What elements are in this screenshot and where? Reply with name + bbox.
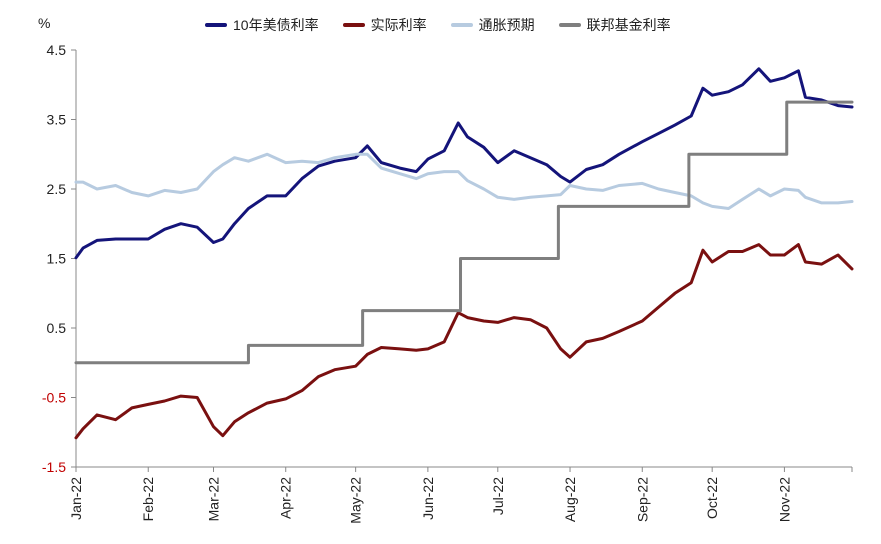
x-tick-label: Jun-22	[420, 477, 436, 520]
legend-item-inflation-expectation: 通胀预期	[450, 15, 535, 35]
x-tick-label: Jul-22	[490, 477, 506, 515]
x-tick-label: Nov-22	[776, 477, 792, 522]
legend-swatch-10y-treasury	[205, 23, 227, 27]
x-tick-label: May-22	[348, 477, 364, 524]
legend-label-fed-funds-rate: 联邦基金利率	[586, 17, 671, 33]
chart-legend: 10年美债利率 实际利率 通胀预期 联邦基金利率	[205, 15, 671, 35]
series-layer	[74, 67, 854, 440]
series-line-3	[74, 100, 854, 365]
legend-swatch-real-rate	[342, 23, 365, 27]
legend-item-10y-treasury: 10年美债利率	[205, 15, 319, 35]
x-tick-label: Mar-22	[205, 477, 221, 522]
y-axis-unit-label: %	[38, 15, 51, 31]
y-tick-label: 1.5	[47, 251, 67, 267]
series-line-2	[74, 152, 854, 210]
legend-item-fed-funds-rate: 联邦基金利率	[558, 15, 671, 35]
x-tick-label: Aug-22	[562, 477, 578, 522]
legend-swatch-fed-funds-rate	[558, 23, 581, 27]
y-tick-label: -1.5	[42, 459, 66, 475]
y-tick-label: 3.5	[47, 112, 67, 128]
x-tick-label: Apr-22	[278, 477, 294, 519]
legend-item-real-rate: 实际利率	[342, 15, 427, 35]
legend-swatch-inflation-expectation	[450, 23, 473, 27]
x-tick-label: Jan-22	[68, 477, 84, 520]
legend-label-10y-treasury: 10年美债利率	[233, 17, 319, 33]
y-tick-label: -0.5	[42, 390, 66, 406]
legend-label-real-rate: 实际利率	[370, 17, 427, 33]
series-line-1	[74, 243, 854, 440]
y-tick-label: 4.5	[47, 42, 67, 58]
series-line-0	[74, 67, 854, 260]
x-tick-label: Sep-22	[634, 477, 650, 522]
x-tick-label: Oct-22	[704, 477, 720, 519]
legend-label-inflation-expectation: 通胀预期	[478, 17, 535, 33]
x-tick-label: Feb-22	[140, 477, 156, 522]
y-tick-label: 2.5	[47, 181, 67, 197]
y-tick-label: 0.5	[47, 320, 67, 336]
